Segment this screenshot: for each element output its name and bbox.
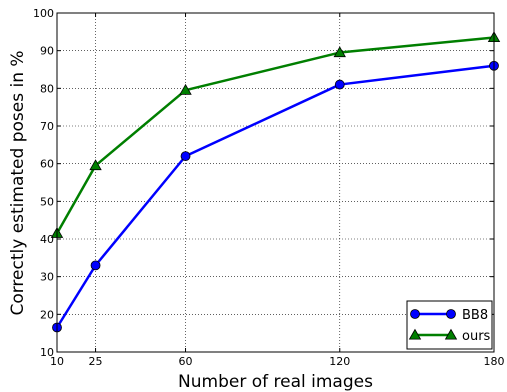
data-point-bb8	[90, 260, 101, 271]
y-tick-label: 10	[40, 346, 54, 359]
grid	[57, 13, 494, 352]
y-tick-label: 60	[40, 158, 54, 171]
series-layer	[50, 31, 501, 333]
x-tick-labels: 10 25 60 120 180	[50, 355, 505, 368]
legend-label: BB8	[462, 308, 488, 323]
x-tick-label: 25	[89, 355, 103, 368]
y-tick-label: 30	[40, 271, 54, 284]
ticks	[56, 12, 495, 353]
legend: BB8 ours	[406, 300, 493, 350]
y-tick-label: 40	[40, 233, 54, 246]
x-tick-label: 180	[484, 355, 505, 368]
data-point-ours	[89, 159, 102, 171]
legend-items: BB8 ours	[408, 308, 491, 344]
y-tick-labels: 10 20 30 40 50 60 70 80 90 100	[33, 7, 54, 359]
series-line-ours	[55, 36, 495, 234]
y-tick-label: 20	[40, 308, 54, 321]
y-axis-title: Correctly estimated poses in %	[8, 50, 28, 315]
legend-marker	[444, 328, 458, 340]
plot-frame	[56, 12, 495, 353]
data-point-bb8	[334, 79, 345, 90]
data-point-bb8	[180, 151, 191, 162]
x-tick-label: 60	[179, 355, 193, 368]
y-tick-label: 80	[40, 82, 54, 95]
legend-marker	[446, 309, 456, 319]
x-tick-label: 10	[50, 355, 64, 368]
legend-marker	[410, 309, 420, 319]
legend-label: ours	[462, 329, 491, 344]
series-line-bb8	[55, 64, 495, 329]
y-tick-label: 100	[33, 7, 54, 20]
legend-marker	[408, 328, 422, 340]
data-point-ours	[333, 46, 346, 58]
data-point-ours	[179, 83, 192, 95]
y-tick-label: 90	[40, 45, 54, 58]
x-tick-label: 120	[329, 355, 350, 368]
x-axis-title: Number of real images	[178, 372, 373, 392]
y-tick-label: 50	[40, 195, 54, 208]
y-tick-label: 70	[40, 120, 54, 133]
legend-box	[406, 300, 493, 350]
